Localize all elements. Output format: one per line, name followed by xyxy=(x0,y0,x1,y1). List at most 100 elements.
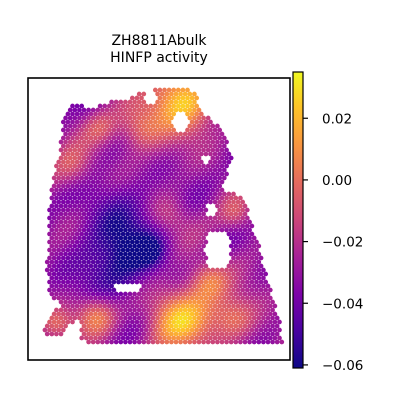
spot xyxy=(201,171,206,177)
spot xyxy=(187,291,193,297)
spot xyxy=(233,203,239,209)
spot xyxy=(171,319,177,325)
spot xyxy=(274,331,280,337)
spot xyxy=(185,223,190,229)
spot xyxy=(143,247,149,253)
spot xyxy=(267,311,273,317)
spot xyxy=(263,311,269,317)
spot xyxy=(136,235,142,241)
spot xyxy=(51,231,57,237)
spot xyxy=(201,195,206,201)
spot xyxy=(129,151,135,157)
spot xyxy=(77,283,82,289)
spot xyxy=(208,135,213,141)
spot xyxy=(77,315,82,321)
spot xyxy=(166,215,172,221)
spot xyxy=(118,291,124,297)
spot xyxy=(146,339,151,345)
spot xyxy=(88,255,94,261)
spot xyxy=(65,159,71,165)
spot xyxy=(139,263,144,269)
spot xyxy=(182,155,188,161)
spot xyxy=(212,335,218,341)
spot xyxy=(56,247,62,253)
spot xyxy=(83,175,89,181)
spot xyxy=(132,211,137,217)
spot xyxy=(111,263,117,269)
spot xyxy=(65,127,71,133)
spot xyxy=(196,267,202,273)
spot xyxy=(155,171,160,177)
spot xyxy=(146,203,151,209)
spot xyxy=(150,251,156,257)
spot xyxy=(182,275,188,281)
spot xyxy=(205,331,211,337)
spot xyxy=(146,187,151,193)
spot xyxy=(185,167,190,173)
spot xyxy=(72,251,78,257)
spot xyxy=(90,107,96,113)
spot xyxy=(146,299,151,305)
spot xyxy=(95,243,101,249)
spot xyxy=(224,163,229,169)
spot xyxy=(155,323,160,329)
spot xyxy=(208,279,213,285)
spot xyxy=(54,171,59,177)
spot xyxy=(166,239,172,245)
spot xyxy=(201,123,206,129)
spot xyxy=(235,247,241,253)
spot xyxy=(226,223,232,229)
spot xyxy=(205,283,211,289)
spot xyxy=(72,299,78,305)
spot xyxy=(129,231,135,237)
spot xyxy=(166,335,172,341)
spot xyxy=(111,143,117,149)
spot xyxy=(240,279,246,285)
spot xyxy=(51,183,57,189)
spot xyxy=(116,111,121,117)
spot xyxy=(178,283,183,289)
spot xyxy=(136,131,142,137)
spot xyxy=(240,271,246,277)
spot xyxy=(175,207,181,213)
spot xyxy=(113,339,119,345)
spot xyxy=(150,275,156,281)
spot xyxy=(139,231,144,237)
spot xyxy=(180,199,186,205)
spot xyxy=(72,219,78,225)
spot xyxy=(187,251,193,257)
spot xyxy=(180,239,186,245)
spot xyxy=(169,267,174,273)
spot xyxy=(67,187,73,193)
spot xyxy=(60,239,66,245)
spot xyxy=(127,123,133,129)
spot xyxy=(51,239,57,245)
spot xyxy=(182,283,188,289)
spot xyxy=(159,331,165,337)
spot xyxy=(194,191,200,197)
spot xyxy=(111,199,117,205)
spot xyxy=(187,259,193,265)
spot xyxy=(127,179,133,185)
spot xyxy=(93,327,98,333)
spot xyxy=(104,323,110,329)
spot xyxy=(77,307,82,313)
spot xyxy=(100,155,105,161)
spot xyxy=(171,207,177,213)
spot xyxy=(164,91,170,97)
spot xyxy=(120,143,126,149)
spot xyxy=(157,199,163,205)
spot xyxy=(192,195,197,201)
spot xyxy=(125,199,131,205)
spot xyxy=(120,247,126,253)
spot xyxy=(238,307,243,313)
spot xyxy=(198,247,204,253)
spot xyxy=(132,227,137,233)
spot xyxy=(192,99,197,105)
spot xyxy=(162,223,167,229)
spot xyxy=(169,91,174,97)
spot xyxy=(139,191,144,197)
spot xyxy=(233,211,239,217)
spot xyxy=(194,151,200,157)
spot xyxy=(198,191,204,197)
